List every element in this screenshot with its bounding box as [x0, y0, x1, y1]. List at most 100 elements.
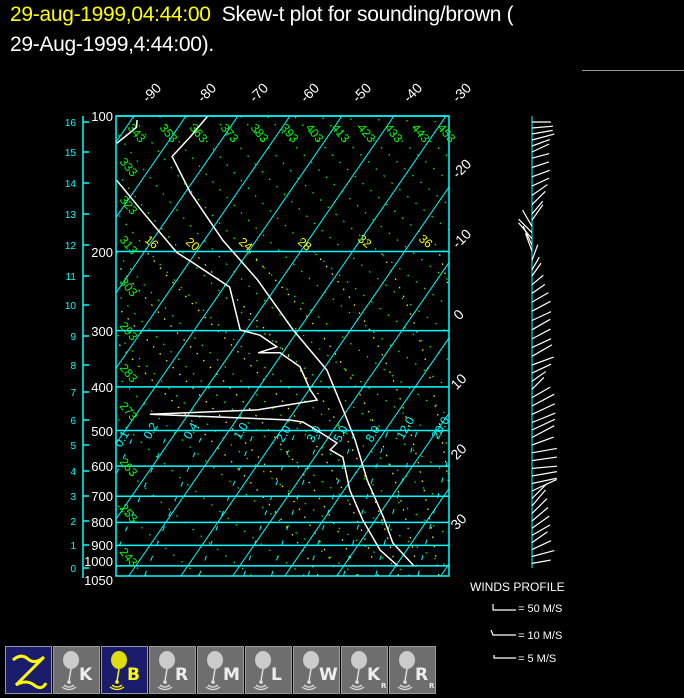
- height-tick-label: 6: [70, 416, 76, 427]
- wind-barb: [522, 209, 533, 227]
- wind-legend-barb-icon: [492, 604, 516, 611]
- wind-barb: [531, 300, 551, 312]
- wind-barb: [531, 262, 542, 277]
- grid-layer: [82, 115, 450, 578]
- isotherm-line: [116, 116, 187, 219]
- dry-adiabat-label: 313: [117, 233, 141, 258]
- balloon-icon: [301, 651, 319, 691]
- moist-adiabat-line: [116, 261, 359, 576]
- station-letter: M: [223, 665, 240, 685]
- isotherm-label: 20: [447, 440, 469, 462]
- isotherm-line: [116, 116, 291, 370]
- station-button-5[interactable]: L: [245, 646, 292, 694]
- isotherm-label: -30: [449, 80, 475, 106]
- wind-legend-barb-icon: [490, 629, 516, 636]
- mixing-ratio-line: [271, 430, 322, 576]
- wind-barb: [531, 256, 540, 271]
- isotherm-line: [545, 116, 684, 576]
- dry-adiabat-line: [374, 116, 449, 182]
- height-tick-label: 15: [65, 148, 77, 159]
- station-button-3[interactable]: R: [149, 646, 196, 694]
- pressure-tick-label: 400: [91, 380, 113, 395]
- dry-adiabat-label: 353: [157, 121, 181, 146]
- dry-adiabat-line: [320, 116, 449, 231]
- wind-barb: [531, 129, 553, 135]
- height-tick-label: 0: [70, 564, 76, 575]
- isotherm-line: [0, 116, 30, 576]
- dry-adiabat-label: 413: [329, 121, 353, 146]
- wind-barb: [531, 328, 551, 340]
- wind-barb: [531, 177, 550, 187]
- dry-adiabat-label: 303: [117, 275, 141, 300]
- wind-barb: [531, 311, 552, 322]
- pressure-tick-label: 1050: [84, 573, 113, 588]
- wind-barb: [531, 447, 557, 454]
- moist-adiabat-line: [313, 251, 440, 576]
- mixing-ratio-label: 12.0: [393, 414, 417, 442]
- wind-barb: [531, 169, 550, 178]
- mixing-ratio-line: [417, 453, 449, 576]
- wind-barb: [531, 478, 557, 492]
- wind-barb: [531, 456, 558, 462]
- mixing-ratio-line: [307, 430, 356, 576]
- wind-barb: [531, 549, 555, 558]
- dry-adiabat-label: 373: [218, 121, 242, 146]
- wind-barb: [531, 143, 550, 153]
- station-subscript: R: [381, 682, 387, 690]
- station-letter: W: [319, 665, 338, 685]
- station-button-6[interactable]: W: [293, 646, 340, 694]
- isotherm-line: [232, 261, 449, 576]
- wind-barb: [518, 218, 533, 234]
- dry-adiabat-label: 393: [278, 121, 302, 146]
- pressure-tick-label: 300: [91, 324, 113, 339]
- wind-barb: [531, 363, 552, 374]
- dry-adiabat-label: 423: [355, 121, 379, 146]
- height-tick-label: 2: [70, 517, 76, 528]
- wind-barb: [531, 190, 546, 206]
- mixing-ratio-line: [144, 430, 205, 576]
- dry-adiabat-label: 433: [382, 121, 406, 146]
- wind-legend-10: = 10 M/S: [518, 630, 563, 642]
- isotherm-label: 30: [447, 510, 469, 532]
- dry-adiabat-line: [116, 416, 305, 576]
- wind-barb: [531, 356, 554, 366]
- isotherm-line: [440, 563, 449, 576]
- wind-barb: [531, 425, 555, 439]
- station-letter: B: [127, 665, 140, 685]
- wind-barb: [531, 138, 550, 147]
- dry-adiabat-line: [116, 250, 449, 537]
- wind-barb: [524, 233, 533, 252]
- balloon-icon: [349, 651, 367, 691]
- mixing-ratio-line: [198, 430, 256, 576]
- balloon-icon: [397, 651, 415, 691]
- mixing-ratio-label: 0.4: [180, 420, 201, 442]
- mixing-ratio-line: [343, 430, 389, 576]
- station-button-4[interactable]: M: [197, 646, 244, 694]
- wind-barb: [531, 465, 558, 469]
- wind-barb: [531, 524, 551, 536]
- mixing-ratio-label: 0.2: [140, 420, 161, 442]
- adiabats-layer: [0, 116, 684, 576]
- mixing-ratio-line: [243, 430, 297, 576]
- wind-barb: [531, 204, 544, 221]
- wind-legend-5: = 5 M/S: [518, 653, 557, 665]
- wind-barb: [531, 515, 550, 529]
- dewpoint-curve-upper: [116, 119, 138, 144]
- mixing-ratio-line: [375, 430, 418, 576]
- wind-barb: [531, 436, 554, 446]
- station-button-1[interactable]: K: [53, 646, 100, 694]
- station-button-2[interactable]: B: [101, 646, 148, 694]
- wind-barb: [531, 161, 550, 169]
- station-button-0[interactable]: [5, 646, 52, 694]
- isotherm-label: -50: [349, 80, 375, 106]
- pressure-tick-label: 900: [91, 538, 113, 553]
- dry-adiabat-label: 273: [117, 399, 141, 424]
- isotherm-line: [597, 116, 684, 576]
- moist-adiabat-label: 16: [142, 233, 161, 253]
- pressure-tick-label: 1000: [84, 554, 113, 569]
- wind-barb: [531, 283, 546, 294]
- isotherm-label: 0: [450, 306, 467, 323]
- pressure-tick-label: 200: [91, 245, 113, 260]
